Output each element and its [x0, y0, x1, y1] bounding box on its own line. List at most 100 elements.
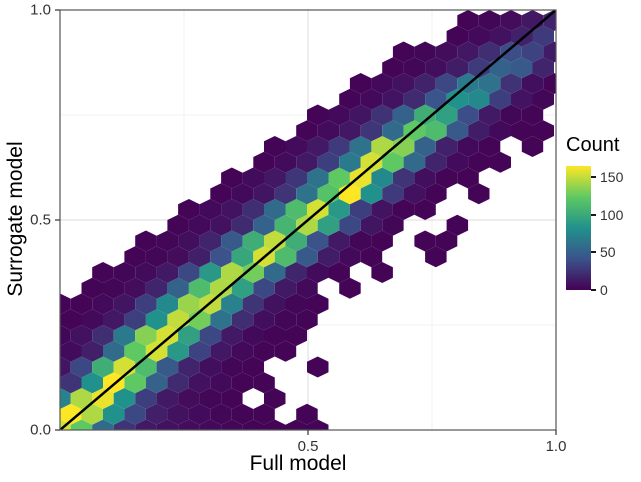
hex-cell — [113, 262, 136, 283]
hex-cell — [296, 277, 318, 299]
hex-cell — [296, 403, 318, 425]
hex-cell — [382, 57, 404, 79]
hex-cell — [188, 246, 211, 268]
hex-cell — [392, 199, 415, 220]
hex-cell — [178, 388, 200, 409]
hex-cell — [264, 293, 286, 315]
hex-cell — [178, 293, 200, 315]
hex-cell — [60, 356, 71, 378]
hex-cell — [382, 120, 404, 142]
hex-cell — [500, 73, 522, 94]
hex-cell — [199, 230, 222, 252]
hex-cell — [511, 120, 533, 142]
hex-cell — [296, 246, 318, 268]
hex-cell — [135, 419, 157, 430]
hex-cell — [425, 183, 447, 205]
hex-cell — [446, 25, 469, 47]
hex-cell — [264, 388, 286, 409]
hex-cell — [457, 10, 479, 31]
hex-cell — [274, 214, 297, 236]
hex-cell — [210, 372, 232, 394]
hex-cell — [435, 167, 458, 189]
hex-cell — [339, 277, 361, 299]
hex-cell — [414, 73, 436, 94]
hex-cell — [403, 151, 426, 173]
hex-cell — [135, 230, 157, 252]
hex-cell — [478, 10, 501, 31]
x-axis-title: Full model — [249, 452, 347, 475]
hex-cell — [328, 230, 350, 252]
hex-cell — [414, 230, 436, 252]
hex-cell — [103, 403, 125, 425]
x-tick-label: 1.0 — [545, 438, 567, 455]
hex-cell — [414, 199, 436, 220]
hex-cell — [60, 372, 82, 394]
hex-cell — [70, 356, 93, 378]
hex-cell — [81, 309, 103, 331]
hex-cell — [264, 167, 286, 189]
hex-cell — [103, 340, 125, 362]
hex-cell — [253, 151, 275, 173]
hex-cell — [285, 167, 307, 189]
hex-cell — [360, 214, 383, 236]
y-tick-label: 0.0 — [30, 421, 51, 439]
hex-cell — [446, 120, 469, 142]
hex-cell — [382, 183, 404, 205]
legend: Count 0 50 100 150 — [564, 134, 623, 298]
hex-cell — [188, 372, 211, 394]
hex-cell — [403, 57, 426, 79]
hex-cell — [457, 136, 479, 157]
hex-cell — [113, 325, 136, 346]
hex-cell — [478, 136, 501, 157]
hex-cell — [178, 419, 200, 430]
hex-cell — [360, 246, 383, 268]
hex-cell — [156, 356, 179, 378]
hex-cell — [70, 388, 93, 409]
hex-cell — [210, 214, 232, 236]
hex-cell — [210, 246, 232, 268]
legend-colorbar — [566, 166, 591, 290]
hex-cell — [521, 136, 544, 157]
hex-cell — [156, 388, 179, 409]
hex-cell — [360, 88, 383, 110]
hex-cell — [231, 214, 254, 236]
hex-cell — [253, 403, 275, 425]
hex-cell — [489, 120, 511, 142]
hex-cell — [307, 262, 329, 283]
hex-cell — [221, 262, 243, 283]
hex-cell — [221, 356, 243, 378]
hex-cell — [199, 325, 222, 346]
hex-cell — [392, 41, 415, 63]
hex-cell — [231, 309, 254, 331]
hex-cell — [145, 340, 168, 362]
hex-cell — [81, 403, 103, 425]
hex-cell — [339, 120, 361, 142]
hex-cell — [145, 246, 168, 268]
hex-cell — [339, 246, 361, 268]
hex-cell — [103, 309, 125, 331]
hex-cell — [60, 403, 82, 425]
hex-cell — [242, 325, 264, 346]
hex-cell — [285, 262, 307, 283]
hex-cell — [113, 388, 136, 409]
hex-cell — [264, 419, 286, 430]
hex-cell — [435, 230, 458, 252]
hex-cell — [307, 356, 329, 378]
hex-cell — [371, 230, 393, 252]
hex-cell — [328, 167, 350, 189]
hex-cell — [307, 104, 329, 126]
hex-cell — [382, 214, 404, 236]
hex-cell — [425, 246, 447, 268]
hex-cell — [274, 277, 297, 299]
hex-cell — [81, 372, 103, 394]
hex-cell — [371, 104, 393, 126]
hex-cell — [532, 88, 554, 110]
hex-cell — [231, 246, 254, 268]
hex-cell — [253, 372, 275, 394]
hex-cell — [425, 88, 447, 110]
hex-cell — [457, 167, 479, 189]
hex-cell — [543, 41, 556, 63]
hex-cell — [188, 214, 211, 236]
y-tick-label: 1.0 — [30, 1, 51, 19]
